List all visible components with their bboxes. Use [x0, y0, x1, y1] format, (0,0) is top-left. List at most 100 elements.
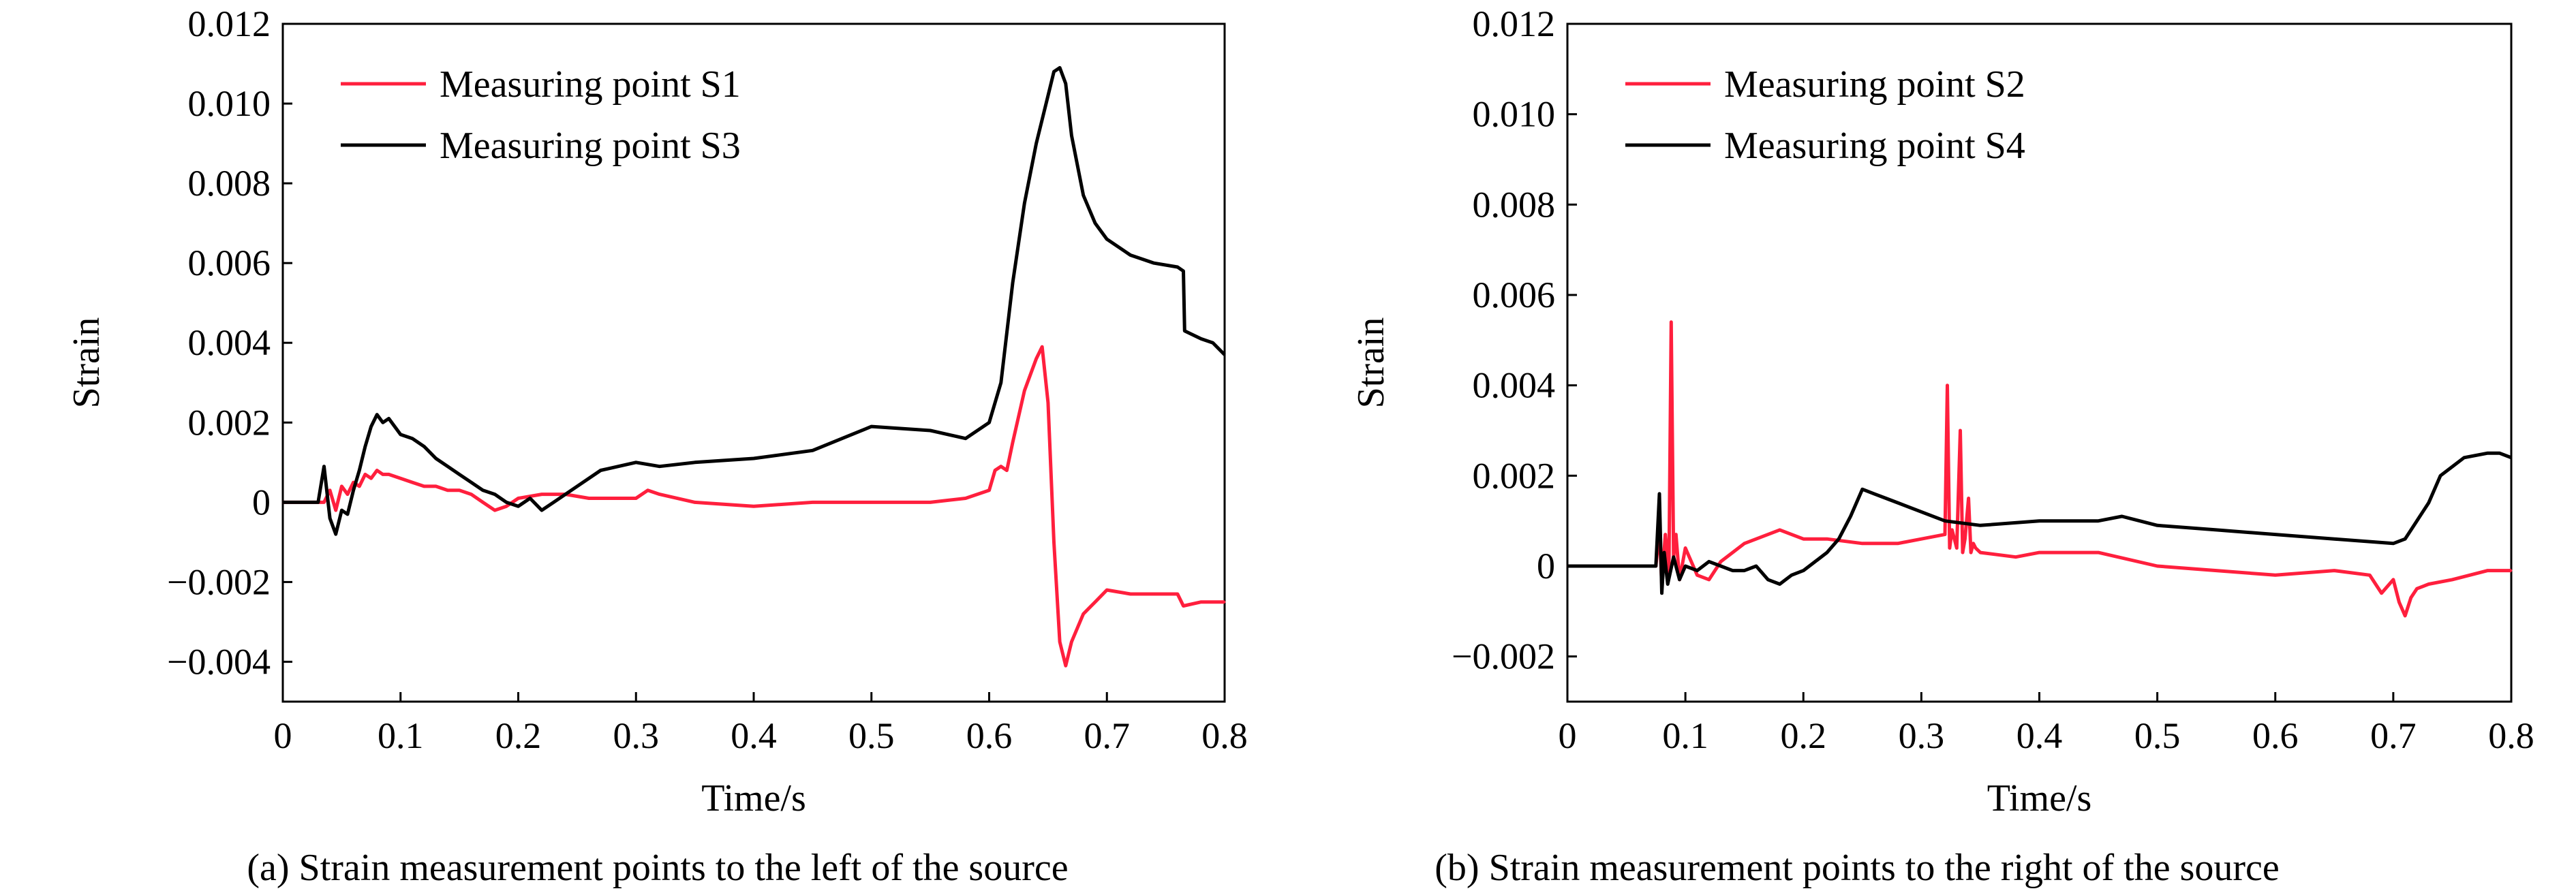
data-point	[1655, 565, 1657, 567]
plot-frame	[281, 22, 1226, 703]
data-point	[2451, 465, 2453, 468]
x-tick-label: 0.3	[1899, 715, 1945, 756]
data-point	[1070, 134, 1073, 137]
data-point	[505, 501, 508, 503]
y-tick-label: −0.002	[1452, 636, 1555, 677]
data-point	[752, 457, 755, 460]
data-point	[382, 473, 384, 475]
data-point	[1183, 330, 1186, 332]
data-point	[988, 421, 990, 424]
data-point	[1053, 70, 1055, 73]
data-point	[1047, 94, 1049, 97]
data-point	[340, 485, 343, 488]
x-tick-label: 0.6	[966, 715, 1013, 756]
data-point	[870, 501, 873, 503]
data-point	[2215, 569, 2218, 572]
x-axis-label: Time/s	[1987, 777, 2092, 819]
data-point	[1959, 429, 1961, 432]
data-point	[658, 493, 661, 496]
data-point	[470, 493, 472, 496]
data-point	[2392, 578, 2395, 581]
data-point	[482, 501, 485, 503]
data-point	[611, 497, 614, 499]
data-point	[517, 505, 519, 507]
data-point	[1961, 551, 1964, 554]
data-point	[1011, 281, 1014, 284]
data-point	[1176, 266, 1179, 268]
data-point	[1023, 202, 1026, 204]
x-tick-label: 0.2	[495, 715, 542, 756]
data-point	[458, 489, 461, 492]
data-point	[1200, 601, 1202, 604]
y-tick-label: −0.002	[167, 561, 271, 602]
data-point	[1684, 547, 1687, 549]
data-point	[2498, 452, 2501, 454]
data-point	[1176, 593, 1179, 595]
data-point	[493, 509, 496, 512]
data-point	[1790, 574, 1793, 576]
y-tick-label: 0	[1537, 546, 1555, 587]
data-point	[2097, 551, 2100, 554]
data-point	[1070, 640, 1073, 643]
data-point	[1920, 510, 1922, 513]
data-point	[1850, 515, 1852, 518]
data-point	[1674, 533, 1677, 536]
data-point	[1678, 578, 1681, 581]
data-point	[1696, 574, 1698, 576]
data-point	[647, 489, 649, 492]
data-point	[1743, 542, 1746, 545]
x-tick-label: 0.5	[2134, 715, 2181, 756]
x-tick-label: 0	[1559, 715, 1577, 756]
data-point	[1731, 551, 1734, 554]
data-point	[2463, 456, 2466, 459]
data-point	[694, 461, 696, 464]
data-point	[470, 481, 472, 484]
data-point	[435, 457, 438, 460]
data-point	[1755, 537, 1758, 540]
data-point	[1661, 592, 1663, 595]
y-tick-label: 0	[252, 482, 271, 522]
data-point	[335, 509, 337, 512]
data-point	[1826, 551, 1828, 554]
data-point	[1969, 551, 1972, 554]
data-point	[1946, 384, 1948, 387]
data-point	[1105, 238, 1108, 240]
data-point	[317, 501, 320, 503]
data-point	[517, 497, 519, 499]
legend-label: Measuring point S3	[440, 125, 741, 167]
data-point	[1094, 222, 1097, 225]
data-point	[388, 417, 390, 420]
data-point	[1000, 465, 1002, 468]
data-point	[1053, 541, 1055, 544]
data-point	[493, 493, 496, 496]
data-point	[1182, 270, 1184, 272]
data-point	[2121, 515, 2123, 518]
data-point	[1200, 337, 1202, 340]
data-point	[964, 497, 967, 499]
data-point	[2215, 529, 2218, 531]
data-point	[358, 469, 361, 471]
data-point	[375, 413, 378, 416]
data-point	[1884, 497, 1887, 499]
x-tick-label: 0.8	[1201, 715, 1248, 756]
data-point	[328, 489, 331, 492]
data-point	[323, 465, 325, 468]
data-point	[2451, 578, 2453, 581]
data-point	[1979, 551, 1982, 554]
data-point	[1223, 601, 1226, 604]
data-point	[1802, 537, 1805, 540]
data-point	[328, 517, 331, 520]
data-point	[2510, 456, 2513, 459]
x-tick-label: 0.7	[1084, 715, 1131, 756]
data-point	[1779, 529, 1781, 531]
data-point	[2486, 569, 2489, 572]
data-point	[1708, 560, 1711, 563]
data-point	[1708, 578, 1711, 581]
data-point	[1920, 537, 1922, 540]
data-point	[1663, 551, 1666, 554]
data-point	[1802, 569, 1805, 572]
data-point	[411, 437, 414, 440]
data-point	[2392, 542, 2395, 545]
y-tick-label: 0.002	[1473, 455, 1556, 496]
plot-frame	[1566, 22, 2513, 703]
